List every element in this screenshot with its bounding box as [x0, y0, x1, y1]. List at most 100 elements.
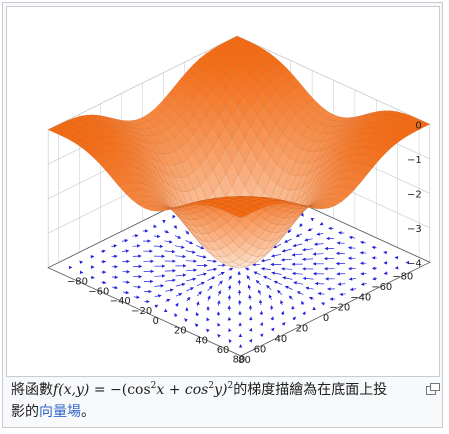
- gradient-arrow: [207, 285, 213, 291]
- gradient-arrow: [349, 287, 357, 291]
- gradient-arrow: [205, 328, 210, 333]
- gradient-arrow: [174, 245, 185, 249]
- gradient-arrow: [207, 259, 217, 263]
- gradient-arrow: [277, 289, 283, 295]
- gradient-arrow: [196, 281, 205, 287]
- y-tick-label: −60: [88, 286, 109, 297]
- gradient-arrow: [266, 285, 272, 291]
- gradient-arrow: [281, 248, 292, 253]
- vector-field-link[interactable]: 向量場: [39, 404, 81, 420]
- gradient-arrow: [163, 229, 170, 234]
- gradient-arrow: [273, 280, 282, 285]
- gradient-arrow: [348, 246, 356, 250]
- gradient-arrow: [247, 284, 252, 291]
- gradient-arrow: [186, 296, 191, 302]
- gradient-arrow: [359, 251, 367, 255]
- caption-suffix-2: 影的: [11, 404, 39, 420]
- gradient-arrow: [207, 267, 218, 272]
- gradient-arrow: [196, 255, 207, 259]
- x-tick-label: −20: [329, 303, 350, 314]
- gradient-arrow: [122, 290, 130, 295]
- gradient-arrow: [185, 230, 190, 235]
- gradient-arrow: [132, 244, 141, 248]
- gradient-arrow: [253, 271, 261, 276]
- gradient-arrow: [164, 268, 176, 273]
- gradient-arrow: [260, 258, 271, 263]
- gradient-arrow: [165, 298, 171, 303]
- gradient-arrow: [207, 276, 216, 281]
- gradient-arrow: [292, 243, 303, 248]
- x-tick-label: −80: [392, 272, 413, 283]
- z-tick-label: −1: [407, 155, 422, 166]
- gradient-arrow: [196, 272, 207, 277]
- gradient-arrow: [175, 273, 187, 277]
- gradient-arrow: [348, 277, 356, 281]
- gradient-arrow: [164, 240, 173, 244]
- x-tick-label: −60: [371, 282, 392, 293]
- gradient-arrow: [293, 281, 304, 285]
- gradient-arrow: [258, 299, 263, 306]
- caption-suffix-1: 的梯度描繪為在底面上投: [233, 382, 388, 398]
- gradient-arrow: [263, 275, 272, 281]
- gradient-arrow: [291, 271, 303, 276]
- gradient-arrow: [154, 294, 162, 298]
- gradient-arrow: [316, 232, 324, 236]
- gradient-arrow: [302, 276, 314, 281]
- gradient-arrow: [217, 271, 225, 276]
- figure-image[interactable]: 0 −1 −2 −3 −4 −80 −60 −40 −20 0 20 40 60 80 80 60 40 20 0−…: [6, 6, 440, 377]
- gradient-arrow: [184, 318, 188, 322]
- gradient-arrow: [227, 294, 232, 301]
- gradient-arrow: [259, 333, 264, 338]
- x-tick-label: 60: [254, 344, 267, 355]
- gradient-arrow: [121, 239, 129, 243]
- gradient-arrow: [301, 301, 305, 305]
- y-tick-label: 0: [153, 316, 159, 327]
- gradient-arrow: [270, 327, 275, 332]
- gradient-arrow: [195, 312, 200, 317]
- gradient-arrow: [305, 286, 314, 290]
- gradient-arrow: [292, 316, 296, 321]
- gradient-arrow: [173, 225, 177, 229]
- z-tick-label: −4: [407, 258, 422, 269]
- z-tick-label: −2: [407, 189, 422, 200]
- gradient-arrow: [314, 281, 325, 286]
- y-tick-label: −40: [110, 296, 131, 307]
- gradient-arrow: [348, 235, 356, 240]
- gradient-arrow: [227, 316, 232, 321]
- gradient-arrow: [153, 224, 157, 228]
- gradient-arrow: [280, 310, 285, 315]
- gradient-arrow: [186, 268, 198, 272]
- gradient-arrow: [296, 291, 304, 295]
- gradient-arrow: [307, 227, 313, 232]
- gradient-arrow: [246, 275, 251, 281]
- gradient-arrow: [174, 313, 178, 318]
- gradient-arrow: [258, 289, 262, 296]
- gradient-surface-plot: 0−1−2−3−4−80−60−40−20020406080806040200−…: [47, 35, 431, 366]
- gradient-arrow: [284, 238, 292, 243]
- gradient-arrow: [186, 277, 197, 282]
- gradient-arrow: [291, 253, 303, 257]
- gradient-arrow: [153, 234, 161, 239]
- gradient-arrow: [288, 295, 293, 300]
- gradient-arrow: [383, 250, 388, 255]
- gradient-arrow: [317, 291, 325, 296]
- enlarge-icon[interactable]: [426, 383, 440, 395]
- caption-formula: f(x,y) = −(cos2x + cos2y)2: [53, 382, 233, 399]
- gradient-arrow: [228, 275, 232, 281]
- gradient-arrow: [154, 284, 165, 288]
- gradient-arrow: [281, 267, 293, 271]
- y-tick-label: −20: [131, 306, 152, 317]
- gradient-arrow: [383, 271, 388, 275]
- gradient-arrow: [185, 240, 194, 245]
- floor-outline: [47, 173, 431, 357]
- gradient-arrow: [300, 212, 304, 217]
- gradient-arrow: [371, 245, 377, 250]
- gradient-arrow: [308, 296, 315, 301]
- gradient-arrow: [132, 234, 139, 238]
- gradient-arrow: [164, 249, 176, 254]
- gradient-arrow: [287, 228, 292, 234]
- gradient-arrow: [281, 322, 286, 326]
- formula-mid2: y): [214, 382, 228, 398]
- x-tick-label: 80: [233, 355, 246, 366]
- gradient-arrow: [133, 295, 140, 299]
